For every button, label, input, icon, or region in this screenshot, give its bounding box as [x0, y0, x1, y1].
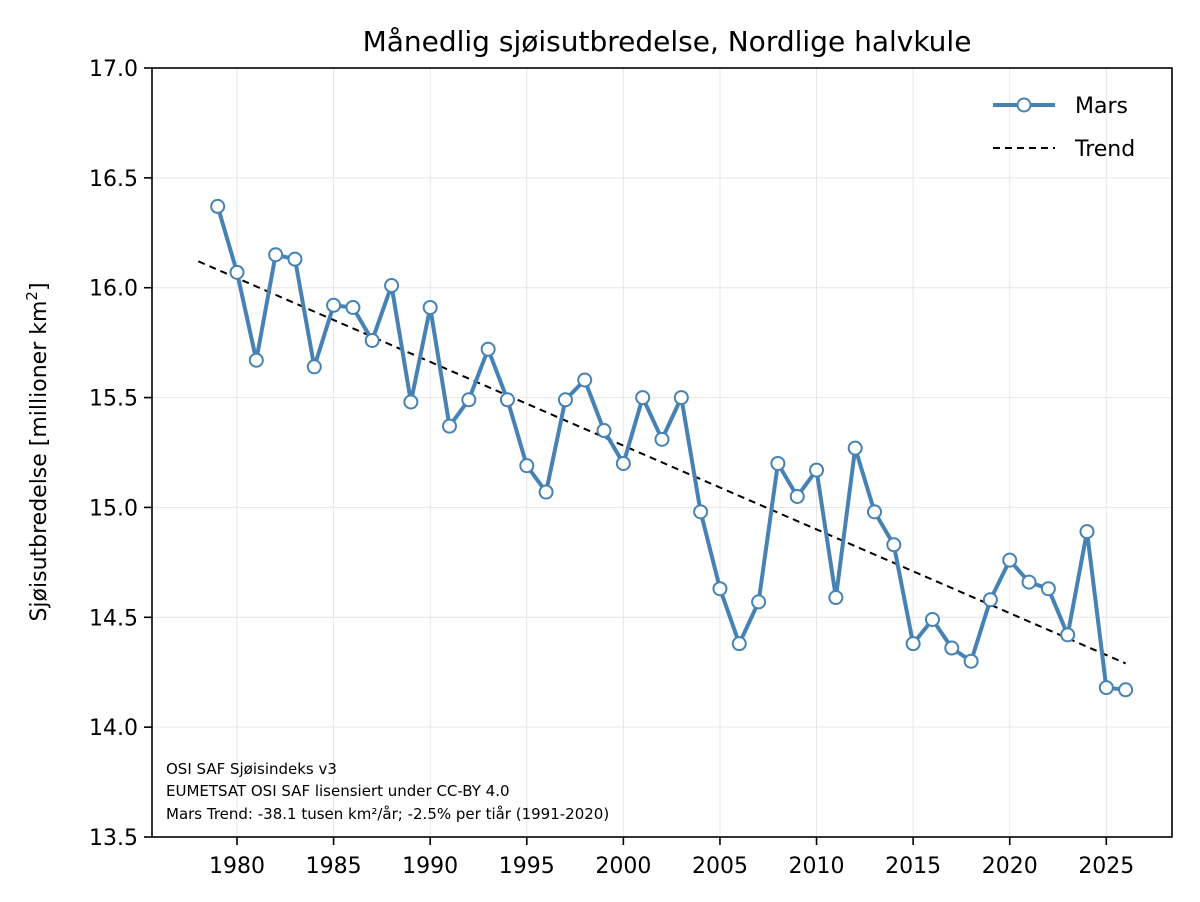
mars-data-point: [1098, 680, 1114, 696]
mars-data-point: [210, 198, 226, 214]
mars-data-point: [905, 636, 921, 652]
y-tick-label: 14.0: [89, 716, 138, 741]
x-tick-label: 2015: [885, 854, 941, 879]
mars-data-point: [693, 504, 709, 520]
mars-data-point: [1040, 581, 1056, 597]
mars-data-point: [770, 455, 786, 471]
legend: Mars Trend: [993, 94, 1135, 162]
mars-data-point: [1021, 574, 1037, 590]
mars-data-point: [886, 537, 902, 553]
plot-area-frame: [151, 67, 1173, 838]
mars-data-point: [731, 636, 747, 652]
mars-data-point: [480, 341, 496, 357]
annotation-line-3: Mars Trend: -38.1 tusen km²/år; -2.5% pe…: [166, 805, 609, 823]
mars-data-point: [306, 359, 322, 375]
x-tick-label: 2000: [595, 854, 651, 879]
x-tick-label: 1985: [306, 854, 362, 879]
mars-data-point: [944, 640, 960, 656]
series-layer: [210, 198, 1134, 698]
mars-data-point: [229, 264, 245, 280]
y-tick-label: 14.5: [89, 606, 138, 631]
mars-data-point: [847, 440, 863, 456]
mars-data-point: [499, 392, 515, 408]
x-tick-label: 1995: [499, 854, 555, 879]
y-axis-label-sup: 2: [23, 291, 41, 301]
x-tick-label: 2005: [692, 854, 748, 879]
y-tick-label: 17.0: [89, 57, 138, 82]
legend-mars-marker: [1016, 97, 1032, 113]
mars-data-point: [596, 423, 612, 439]
y-tick-label: 13.5: [89, 826, 138, 851]
mars-data-point: [364, 332, 380, 348]
mars-data-point: [461, 392, 477, 408]
mars-data-point: [1118, 682, 1134, 698]
mars-data-point: [789, 488, 805, 504]
mars-data-point: [403, 394, 419, 410]
mars-data-point: [924, 611, 940, 627]
mars-data-point: [1079, 524, 1095, 540]
mars-data-point: [1002, 552, 1018, 568]
mars-data-point: [538, 484, 554, 500]
mars-data-point: [577, 372, 593, 388]
mars-data-point: [751, 594, 767, 610]
y-tick-label: 15.0: [89, 496, 138, 521]
y-tick-label: 15.5: [89, 387, 138, 412]
mars-data-point: [635, 390, 651, 406]
legend-mars-label: Mars: [1075, 94, 1128, 119]
x-tick-label: 1990: [402, 854, 458, 879]
y-axis-label: Sjøisutbredelse [millioner km2]: [23, 282, 52, 621]
mars-data-point: [828, 590, 844, 606]
mars-data-point: [557, 392, 573, 408]
y-axis-label-main: Sjøisutbredelse [millioner km: [27, 301, 52, 622]
mars-data-point: [326, 297, 342, 313]
mars-data-point: [1060, 627, 1076, 643]
mars-data-point: [673, 390, 689, 406]
mars-data-point: [287, 251, 303, 267]
mars-data-point: [248, 352, 264, 368]
y-tick-label: 16.5: [89, 167, 138, 192]
mars-data-point: [712, 581, 728, 597]
grid-layer: [152, 67, 1172, 838]
x-tick-label: 2010: [789, 854, 845, 879]
y-tick-label: 16.0: [89, 277, 138, 302]
mars-data-point: [963, 653, 979, 669]
x-tick-label: 1980: [209, 854, 265, 879]
mars-data-point: [442, 418, 457, 434]
mars-data-point: [654, 431, 670, 447]
legend-trend-label: Trend: [1074, 137, 1135, 162]
annotation-line-1: OSI SAF Sjøisindeks v3: [166, 760, 337, 778]
mars-data-point: [867, 504, 882, 520]
mars-data-point: [519, 458, 535, 474]
x-tick-label: 2020: [982, 854, 1038, 879]
ticks-layer: 1980 1985 1990 1995 2000 2005 2010 2015 2020 2025…: [89, 57, 1134, 879]
trend-line: [197, 260, 1127, 665]
trend-layer: [197, 260, 1127, 665]
chart-title: Månedlig sjøisutbredelse, Nordlige halvk…: [363, 25, 972, 58]
x-tick-label: 2025: [1078, 854, 1134, 879]
annotation-line-2: EUMETSAT OSI SAF lisensiert under CC-BY …: [166, 782, 510, 800]
annotation-block: OSI SAF Sjøisindeks v3 EUMETSAT OSI SAF …: [166, 760, 609, 823]
mars-data-point: [345, 299, 361, 315]
mars-data-point: [268, 247, 284, 263]
y-axis-label-end: ]: [27, 282, 52, 291]
mars-data-point: [809, 462, 825, 478]
mars-data-point: [422, 299, 438, 315]
mars-data-point: [384, 278, 400, 294]
mars-data-point: [982, 592, 998, 608]
mars-data-point: [615, 455, 631, 471]
